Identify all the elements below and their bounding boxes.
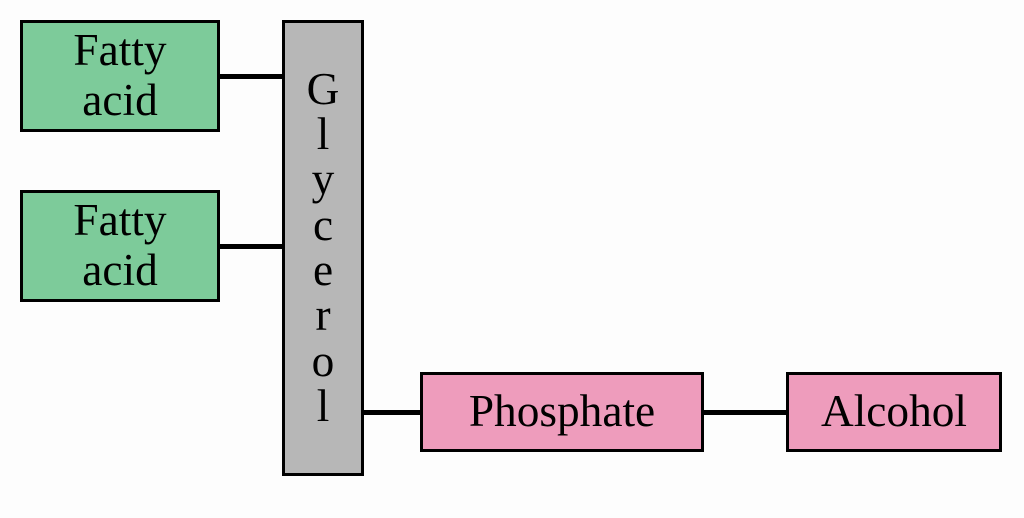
gly-char-2: y — [312, 157, 335, 202]
edge-gly-phos — [364, 410, 420, 415]
gly-char-1: l — [317, 112, 330, 157]
node-fa2-line2: acid — [82, 245, 158, 295]
gly-char-4: e — [313, 248, 333, 293]
node-fa2-line1: Fatty — [73, 195, 166, 245]
edge-fa2-gly — [220, 244, 282, 249]
node-fa2-label: Fatty acid — [73, 196, 166, 296]
node-fatty-acid-1: Fatty acid — [20, 20, 220, 132]
gly-char-6: o — [312, 339, 335, 384]
node-glycerol: G l y c e r o l — [282, 20, 364, 476]
node-fa1-line2: acid — [82, 75, 158, 125]
node-fatty-acid-2: Fatty acid — [20, 190, 220, 302]
node-alcohol-label: Alcohol — [821, 387, 967, 437]
gly-char-5: r — [315, 293, 330, 338]
node-fa1-label: Fatty acid — [73, 26, 166, 126]
node-phosphate-label: Phosphate — [469, 387, 655, 437]
gly-char-0: G — [307, 67, 340, 112]
node-phosphate: Phosphate — [420, 372, 704, 452]
gly-char-7: l — [317, 384, 330, 429]
node-fa1-line1: Fatty — [73, 25, 166, 75]
edge-fa1-gly — [220, 74, 282, 79]
edge-phos-alc — [704, 410, 786, 415]
node-alcohol: Alcohol — [786, 372, 1002, 452]
gly-char-3: c — [313, 203, 333, 248]
